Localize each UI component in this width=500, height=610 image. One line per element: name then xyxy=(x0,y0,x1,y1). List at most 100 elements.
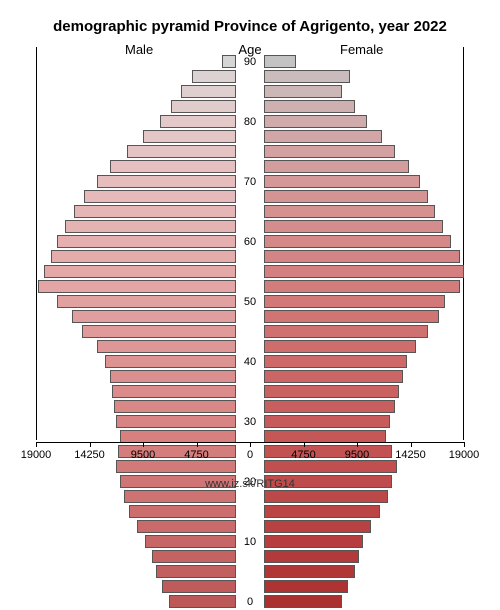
male-bar xyxy=(97,340,236,353)
x-tick-label: 9500 xyxy=(345,449,369,461)
female-bar xyxy=(264,580,348,593)
pyramid-area: 9080706050403020100 xyxy=(36,55,464,440)
x-tick-label: 4750 xyxy=(291,449,315,461)
pyramid-row xyxy=(36,220,464,235)
male-bar xyxy=(171,100,236,113)
pyramid-row xyxy=(36,565,464,580)
male-bar xyxy=(65,220,236,233)
male-bar xyxy=(44,265,236,278)
male-bar xyxy=(72,310,236,323)
x-tick xyxy=(250,442,251,447)
x-tick xyxy=(304,442,305,447)
female-bar xyxy=(264,100,355,113)
pyramid-row xyxy=(36,250,464,265)
male-bar xyxy=(143,130,236,143)
male-bar xyxy=(112,385,236,398)
female-bar xyxy=(264,520,371,533)
pyramid-row xyxy=(36,460,464,475)
female-bar xyxy=(264,535,363,548)
pyramid-row xyxy=(36,70,464,85)
pyramid-row xyxy=(36,205,464,220)
x-tick-label: 0 xyxy=(247,449,253,461)
pyramid-row xyxy=(36,190,464,205)
pyramid-row xyxy=(36,130,464,145)
female-bar xyxy=(264,340,416,353)
pyramid-row xyxy=(36,385,464,400)
male-bar xyxy=(160,115,236,128)
female-bar xyxy=(264,205,435,218)
female-bar xyxy=(264,370,403,383)
female-bar xyxy=(264,325,428,338)
male-bar xyxy=(97,175,236,188)
x-tick xyxy=(411,442,412,447)
pyramid-row xyxy=(36,370,464,385)
female-bar xyxy=(264,250,460,263)
pyramid-row xyxy=(36,325,464,340)
age-label: 10 xyxy=(244,536,256,548)
age-label: 80 xyxy=(244,116,256,128)
x-tick xyxy=(90,442,91,447)
female-bar xyxy=(264,295,445,308)
x-tick-label: 14250 xyxy=(395,449,426,461)
pyramid-row xyxy=(36,580,464,595)
x-tick xyxy=(197,442,198,447)
female-bar xyxy=(264,505,380,518)
pyramid-row xyxy=(36,400,464,415)
age-label: 50 xyxy=(244,296,256,308)
female-bar xyxy=(264,130,382,143)
pyramid-row xyxy=(36,505,464,520)
pyramid-row xyxy=(36,160,464,175)
x-axis: 1900014250950047500475095001425019000 xyxy=(36,442,464,462)
male-bar xyxy=(84,190,236,203)
pyramid-row xyxy=(36,100,464,115)
female-bar xyxy=(264,175,420,188)
female-bar xyxy=(264,565,355,578)
female-bar xyxy=(264,385,399,398)
male-bar xyxy=(110,370,236,383)
female-bar xyxy=(264,70,350,83)
male-bar xyxy=(116,415,236,428)
female-bar xyxy=(264,595,342,608)
female-bar xyxy=(264,490,388,503)
x-tick xyxy=(143,442,144,447)
male-bar xyxy=(110,160,236,173)
female-bar xyxy=(264,220,443,233)
female-bar xyxy=(264,355,407,368)
pyramid-row xyxy=(36,550,464,565)
age-label: 0 xyxy=(247,596,253,608)
pyramid-row xyxy=(36,520,464,535)
female-bar xyxy=(264,55,296,68)
male-bar xyxy=(192,70,236,83)
female-bar xyxy=(264,85,342,98)
x-tick-label: 19000 xyxy=(449,449,480,461)
source-label: www.iz.sk/RITG14 xyxy=(0,478,500,490)
x-tick-label: 9500 xyxy=(131,449,155,461)
female-bar xyxy=(264,310,439,323)
x-tick-label: 19000 xyxy=(21,449,52,461)
female-bar xyxy=(264,415,390,428)
female-bar xyxy=(264,235,451,248)
female-bar xyxy=(264,265,464,278)
male-bar xyxy=(222,55,236,68)
male-bar xyxy=(127,145,236,158)
pyramid-row xyxy=(36,340,464,355)
chart-container: demographic pyramid Province of Agrigent… xyxy=(0,0,500,500)
x-tick xyxy=(36,442,37,447)
pyramid-row xyxy=(36,310,464,325)
x-tick-label: 14250 xyxy=(74,449,105,461)
male-bar xyxy=(124,490,236,503)
pyramid-row xyxy=(36,280,464,295)
male-bar xyxy=(169,595,236,608)
pyramid-row xyxy=(36,490,464,505)
male-bar xyxy=(114,400,236,413)
pyramid-row xyxy=(36,265,464,280)
pyramid-row xyxy=(36,145,464,160)
male-bar xyxy=(181,85,236,98)
chart-title: demographic pyramid Province of Agrigent… xyxy=(0,18,500,35)
x-tick xyxy=(357,442,358,447)
male-bar xyxy=(105,355,236,368)
age-label: 40 xyxy=(244,356,256,368)
male-bar xyxy=(74,205,236,218)
male-bar xyxy=(51,250,236,263)
x-tick xyxy=(464,442,465,447)
